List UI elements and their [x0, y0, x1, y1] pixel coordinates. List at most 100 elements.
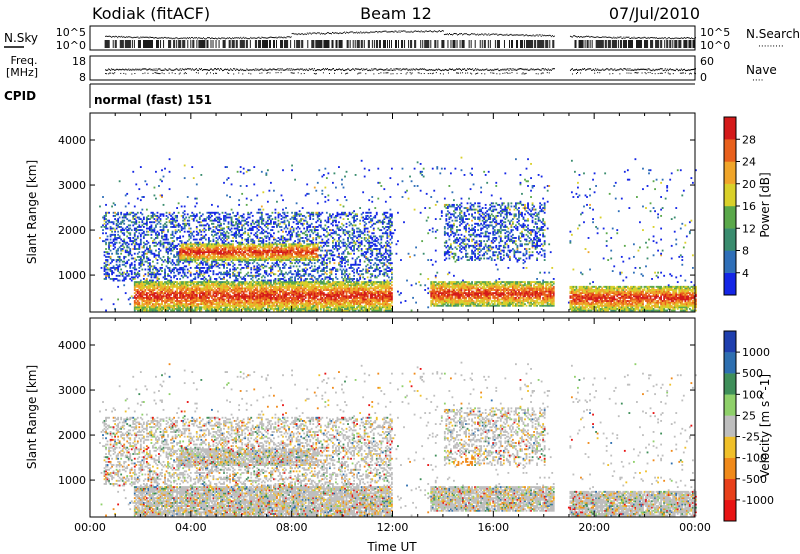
nsearch-point: [329, 32, 331, 34]
freq-point: [214, 68, 216, 70]
nsearch-point: [646, 37, 648, 39]
freq-point: [608, 69, 610, 71]
nsearch-point: [326, 32, 328, 34]
power-cell: [189, 301, 192, 304]
power-cell: [176, 224, 179, 227]
nave-point: [649, 72, 651, 74]
nave-point: [496, 73, 498, 75]
freq-point: [406, 68, 408, 70]
power-cell: [141, 307, 144, 310]
nsearch-point: [427, 30, 429, 32]
nave-point: [681, 72, 683, 74]
power-cell: [126, 274, 129, 277]
power-cell: [182, 287, 185, 290]
power-cell: [197, 248, 200, 250]
nsearch-point: [141, 37, 143, 39]
nsearch-point: [343, 32, 345, 34]
power-cell: [191, 300, 194, 302]
power-cell: [171, 249, 174, 252]
power-cell: [148, 306, 151, 309]
power-cell: [174, 293, 177, 296]
power-cell: [182, 244, 185, 247]
power-cell: [173, 235, 175, 238]
power-cell: [142, 309, 145, 312]
freq-point: [366, 68, 368, 70]
power-cell: [173, 254, 175, 257]
power-cell: [133, 266, 136, 269]
power-cell: [197, 221, 200, 224]
power-cell: [105, 309, 107, 312]
nave-point: [506, 72, 508, 74]
power-cell: [168, 303, 171, 306]
power-cell: [132, 278, 135, 280]
power-cell: [232, 240, 234, 243]
power-cell: [182, 243, 185, 246]
power-cell: [209, 304, 212, 307]
power-cell: [188, 233, 191, 236]
power-cell: [123, 255, 126, 258]
power-cell: [197, 244, 200, 247]
nsearch-point: [218, 37, 220, 39]
freq-point: [129, 69, 131, 71]
power-cell: [183, 224, 186, 227]
freq-point: [322, 68, 324, 70]
nave-point: [227, 72, 229, 74]
nave-point: [636, 72, 638, 74]
power-cell: [207, 216, 210, 219]
power-cell: [186, 282, 189, 285]
power-cell: [150, 265, 153, 268]
power-cell: [162, 243, 165, 246]
power-cell: [229, 263, 231, 266]
power-cell: [177, 224, 180, 227]
power-cell: [145, 227, 148, 230]
power-cell: [158, 248, 160, 250]
power-cell: [161, 282, 163, 285]
nsearch-point: [423, 31, 425, 33]
power-cell: [158, 292, 160, 295]
power-cell: [201, 303, 204, 306]
power-cell: [195, 307, 198, 310]
power-cell: [186, 260, 189, 263]
power-cell: [206, 281, 209, 284]
freq-point: [341, 69, 343, 71]
power-cell: [206, 263, 209, 266]
power-cell: [201, 292, 204, 295]
nsearch-point: [206, 37, 208, 39]
nsearch-point: [249, 38, 251, 40]
power-cell: [127, 259, 130, 261]
freq-point: [536, 68, 538, 70]
nsearch-point: [328, 32, 330, 34]
power-cell: [209, 281, 212, 284]
power-cell: [162, 213, 165, 216]
power-cell: [191, 259, 194, 261]
power-cell: [145, 279, 148, 282]
nave-point: [248, 72, 250, 74]
nave-point: [213, 73, 215, 75]
nsearch-point: [603, 36, 605, 38]
power-cell: [150, 279, 153, 282]
power-cell: [194, 300, 197, 302]
power-cell: [200, 278, 203, 280]
power-cell: [195, 255, 198, 258]
power-cell: [176, 301, 179, 304]
power-cell: [153, 255, 156, 258]
power-cell: [165, 285, 168, 288]
power-cell: [136, 292, 139, 295]
power-cell: [99, 237, 101, 239]
freq-point: [404, 68, 406, 71]
power-cell: [141, 246, 144, 249]
power-cell: [194, 273, 197, 276]
power-cell: [161, 289, 163, 291]
nsky-left-tick-bottom: 10^0: [56, 39, 86, 52]
power-cell: [176, 290, 179, 293]
nsearch-point: [431, 31, 433, 33]
power-cell: [194, 248, 197, 250]
freq-point: [374, 68, 376, 70]
nsearch-point: [527, 35, 529, 37]
nsearch-point: [363, 31, 365, 33]
power-cell: [133, 260, 136, 263]
nsearch-point: [211, 37, 212, 39]
power-cell: [191, 166, 194, 169]
power-cell: [185, 298, 188, 301]
nave-point: [467, 72, 469, 74]
